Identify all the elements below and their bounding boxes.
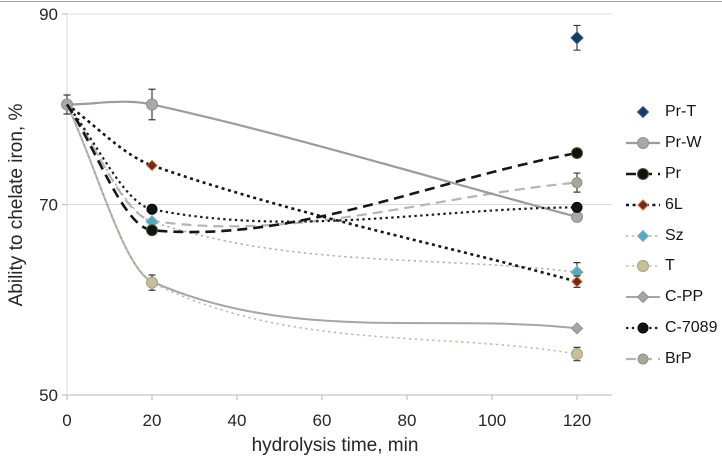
legend-item-6L: 6L xyxy=(624,189,722,220)
Sz-marker-icon xyxy=(626,229,660,242)
legend-label: C-7089 xyxy=(665,318,718,336)
Pr-T-marker-icon xyxy=(636,106,650,119)
Pr-marker xyxy=(571,147,583,160)
legend-label: Pr-T xyxy=(665,103,697,121)
legend-item-Pr: Pr xyxy=(624,159,722,190)
T-marker xyxy=(571,348,583,361)
series-Sz xyxy=(66,104,584,283)
Pr-marker xyxy=(146,224,158,237)
BrP-legend-marker xyxy=(637,353,649,365)
legend-item-C-7089: C-7089 xyxy=(624,313,722,344)
legend-label: T xyxy=(665,257,675,275)
y-tick-label-90: 90 xyxy=(39,5,58,24)
series-Pr xyxy=(65,103,583,237)
y-axis-title: Ability to chelate iron, % xyxy=(6,103,27,307)
legend-item-T: T xyxy=(624,251,722,282)
BrP-marker-icon xyxy=(626,353,660,365)
Pr-W-marker xyxy=(146,98,158,111)
legend-label: C-PP xyxy=(665,288,704,306)
legend-item-C-PP: C-PP xyxy=(624,282,722,313)
6L-legend-marker xyxy=(637,199,649,211)
T-marker-icon xyxy=(626,260,660,273)
x-tick-label-100: 100 xyxy=(478,411,506,430)
C-PP-legend-marker xyxy=(636,290,650,304)
6L-marker xyxy=(571,275,583,288)
6L-marker-icon xyxy=(626,199,660,211)
C-PP-marker-icon xyxy=(626,290,660,304)
Pr-T-legend-marker xyxy=(636,106,650,119)
series-T xyxy=(66,104,583,362)
x-tick-label-120: 120 xyxy=(563,411,591,430)
Pr-T-marker xyxy=(570,31,584,45)
Pr-W-marker-icon xyxy=(626,137,660,150)
legend-label: 6L xyxy=(665,195,683,213)
Pr-line xyxy=(65,103,578,234)
y-tick-label-70: 70 xyxy=(39,196,58,215)
x-tick-label-40: 40 xyxy=(228,411,247,430)
series-C-7089 xyxy=(66,103,583,223)
legend-label: Pr-W xyxy=(665,134,702,152)
Pr-W-line xyxy=(66,100,578,218)
series-C-PP xyxy=(66,104,584,335)
C-7089-marker-icon xyxy=(626,322,660,334)
legend-item-Pr-T: Pr-T xyxy=(624,97,722,128)
Pr-W-marker xyxy=(571,210,583,223)
C-7089-marker xyxy=(146,203,158,215)
x-axis-title: hydrolysis time, min xyxy=(251,435,419,456)
C-7089-line xyxy=(66,103,578,223)
T-legend-marker xyxy=(637,260,649,273)
6L-line xyxy=(66,103,578,283)
Pr-marker-icon xyxy=(626,167,660,180)
x-tick-label-80: 80 xyxy=(398,411,417,430)
T-line xyxy=(66,104,578,355)
figure-top-border xyxy=(0,1,722,2)
x-tick-label-0: 0 xyxy=(62,411,71,430)
series-Pr-T xyxy=(570,24,584,51)
legend-label: BrP xyxy=(665,349,692,367)
BrP-line xyxy=(66,103,578,228)
6L-marker xyxy=(146,159,158,172)
legend-label: Sz xyxy=(665,226,684,244)
Pr-W-legend-marker xyxy=(637,137,649,150)
C-7089-marker xyxy=(571,201,583,213)
C-PP-marker xyxy=(570,322,584,335)
legend-item-Pr-W: Pr-W xyxy=(624,128,722,159)
x-tick-label-20: 20 xyxy=(143,411,162,430)
legend-item-Sz: Sz xyxy=(624,220,722,251)
Pr-legend-marker xyxy=(637,167,649,180)
legend-item-BrP: BrP xyxy=(624,343,722,374)
C-7089-legend-marker xyxy=(637,322,649,334)
Sz-line xyxy=(66,104,578,273)
Sz-legend-marker xyxy=(636,229,650,242)
x-tick-label-60: 60 xyxy=(313,411,332,430)
series-BrP xyxy=(66,103,583,228)
y-tick-label-50: 50 xyxy=(39,386,58,405)
series-6L xyxy=(66,103,583,288)
legend-label: Pr xyxy=(665,164,681,182)
chart-legend: Pr-T Pr-W Pr 6L Sz T C-PP C-7089 BrP xyxy=(624,97,722,374)
T-marker xyxy=(146,276,158,289)
BrP-marker xyxy=(571,177,583,189)
